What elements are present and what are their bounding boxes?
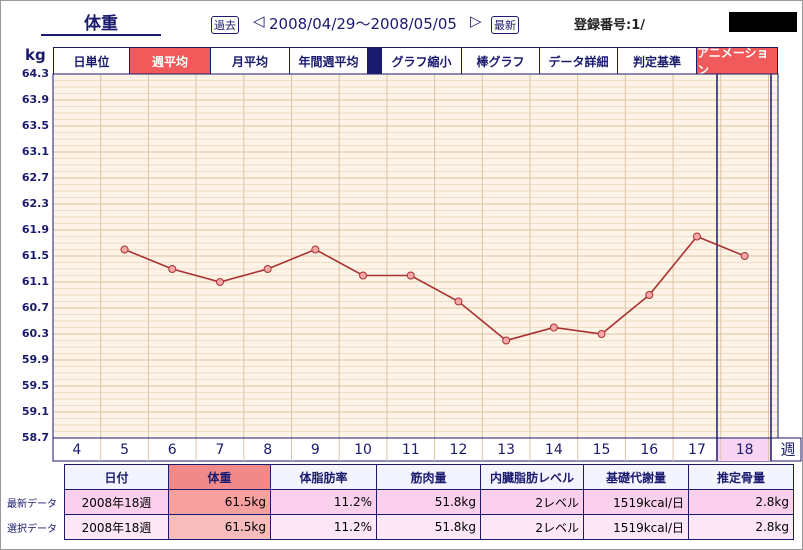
data-point	[549, 323, 558, 332]
cell: 1519kcal/日	[583, 514, 689, 540]
data-table: 日付 体重 体脂肪率 筋肉量 内臓脂肪レベル 基礎代謝量 推定骨量 最新データ …	[5, 464, 794, 540]
tab-bar: 日単位 週平均 月平均 年間週平均 グラフ縮小 棒グラフ データ詳細 判定基準 …	[53, 46, 778, 77]
data-point	[168, 265, 177, 273]
y-tick-label: 59.5	[22, 379, 49, 392]
corner	[5, 464, 65, 490]
y-tick-label: 63.9	[22, 93, 49, 106]
plot-frame	[52, 73, 779, 439]
data-point	[406, 271, 415, 280]
date-range: 2008/04/29〜2008/05/05	[269, 15, 457, 33]
x-tick-label: 8	[263, 442, 272, 458]
y-tick-label: 63.1	[22, 145, 49, 158]
cell: 61.5kg	[168, 489, 271, 515]
y-tick-label: 61.5	[22, 249, 49, 262]
x-tick-label: 4	[72, 442, 81, 458]
y-axis-unit: kg	[25, 46, 46, 64]
y-tick-label: 62.7	[22, 171, 49, 184]
y-tick-label: 59.9	[22, 353, 49, 366]
row-label: 選択データ	[5, 514, 65, 540]
cell: 2.8kg	[688, 489, 794, 515]
tab[interactable]: 判定基準	[618, 48, 697, 74]
y-tick-label: 58.7	[22, 431, 49, 444]
cell: 2008年18週	[64, 514, 169, 540]
id-label: 登録番号:1/	[574, 18, 645, 33]
prev-button[interactable]: 過去	[211, 16, 239, 34]
data-point	[215, 278, 224, 286]
tab[interactable]: グラフ縮小	[382, 48, 462, 74]
cell: 51.8kg	[376, 514, 481, 540]
cell: 11.2%	[270, 514, 377, 540]
x-tick-label: 18	[736, 442, 754, 458]
tab-separator	[368, 48, 382, 74]
y-tick-label: 63.5	[22, 119, 49, 132]
cell: 2レベル	[480, 514, 584, 540]
x-tick-label: 10	[354, 442, 372, 458]
y-tick-label: 60.7	[22, 301, 49, 314]
cell: 2.8kg	[688, 514, 794, 540]
tab[interactable]: 週平均	[130, 48, 211, 74]
x-tick-label: 9	[311, 442, 320, 458]
x-tick-label: 13	[497, 442, 515, 458]
data-point	[263, 265, 272, 273]
column-header: 基礎代謝量	[583, 464, 689, 490]
y-tick-label: 61.9	[22, 223, 49, 236]
tab[interactable]: 月平均	[211, 48, 290, 74]
chart: 64.3 63.9 63.5 63.1 62.7 62.3 61.9 61.5 61.1 60.7…	[22, 67, 802, 462]
x-tick-label: 17	[688, 442, 706, 458]
tab[interactable]: アニメーション	[697, 46, 777, 77]
y-tick-label: 62.3	[22, 197, 49, 210]
x-tick-label: 15	[593, 442, 611, 458]
data-point	[454, 297, 463, 306]
y-tick-label: 60.3	[22, 327, 49, 340]
data-point	[645, 291, 654, 299]
prev-arrow[interactable]: ◁	[253, 12, 265, 30]
tab[interactable]: 日単位	[54, 48, 130, 74]
cell: 2レベル	[480, 489, 584, 515]
cell: 51.8kg	[376, 489, 481, 515]
data-point	[740, 252, 749, 260]
x-tick-label: 12	[450, 442, 468, 458]
cell: 1519kcal/日	[583, 489, 689, 515]
data-point	[502, 336, 511, 345]
tab[interactable]: 棒グラフ	[462, 48, 540, 74]
cell: 61.5kg	[168, 514, 271, 540]
column-header: 内臓脂肪レベル	[480, 464, 584, 490]
weight-line	[124, 235, 745, 342]
data-point	[120, 245, 129, 254]
data-point	[359, 271, 368, 280]
tab[interactable]: 年間週平均	[290, 48, 368, 74]
y-tick-label: 59.1	[22, 405, 49, 418]
x-tick-label: 16	[640, 442, 658, 458]
cell: 2008年18週	[64, 489, 169, 515]
column-header: 体脂肪率	[270, 464, 377, 490]
y-tick-label: 61.1	[22, 275, 49, 288]
row-label: 最新データ	[5, 489, 65, 515]
data-point	[597, 330, 606, 338]
x-tick-label: 5	[120, 442, 129, 458]
data-point	[311, 245, 320, 254]
page-title: 体重	[41, 9, 161, 36]
next-arrow[interactable]: ▷	[470, 12, 482, 30]
redacted-box	[729, 12, 797, 32]
x-axis-unit: 週	[780, 441, 795, 459]
tab[interactable]: データ詳細	[540, 48, 618, 74]
column-header: 日付	[64, 464, 169, 490]
data-point	[692, 232, 701, 241]
y-tick-label: 64.3	[22, 67, 49, 80]
x-tick-label: 6	[168, 442, 177, 458]
cell: 11.2%	[270, 489, 377, 515]
x-tick-label: 14	[545, 442, 563, 458]
selected-week-cell	[717, 438, 771, 461]
column-header: 推定骨量	[688, 464, 794, 490]
column-header: 筋肉量	[376, 464, 481, 490]
x-tick-label: 11	[402, 442, 420, 458]
latest-button[interactable]: 最新	[491, 16, 519, 34]
x-tick-label: 7	[215, 442, 224, 458]
column-header: 体重	[168, 464, 271, 490]
